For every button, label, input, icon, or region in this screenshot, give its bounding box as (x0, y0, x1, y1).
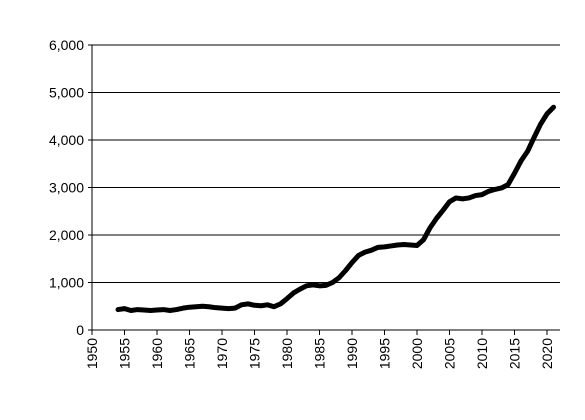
x-tick-label: 2020 (539, 338, 555, 369)
x-tick-label: 1990 (344, 338, 360, 369)
y-tick-label: 1,000 (49, 275, 84, 291)
y-tick-label: 3,000 (49, 180, 84, 196)
x-tick-label: 2005 (442, 338, 458, 369)
x-tick-label: 1985 (312, 338, 328, 369)
x-tick-label: 2000 (409, 338, 425, 369)
x-tick-label: 1970 (214, 338, 230, 369)
y-tick-label: 5,000 (49, 85, 84, 101)
x-tick-label: 1975 (247, 338, 263, 369)
y-tick-label: 2,000 (49, 227, 84, 243)
x-tick-label: 2015 (507, 338, 523, 369)
x-tick-label: 1995 (377, 338, 393, 369)
x-tick-label: 1950 (84, 338, 100, 369)
y-tick-label: 4,000 (49, 132, 84, 148)
x-tick-label: 1955 (117, 338, 133, 369)
data-line (115, 104, 556, 314)
y-tick-label: 0 (76, 322, 84, 338)
x-tick-label: 1965 (182, 338, 198, 369)
x-tick-label: 1980 (279, 338, 295, 369)
y-tick-label: 6,000 (49, 37, 84, 53)
x-tick-label: 2010 (474, 338, 490, 369)
x-tick-label: 1960 (149, 338, 165, 369)
